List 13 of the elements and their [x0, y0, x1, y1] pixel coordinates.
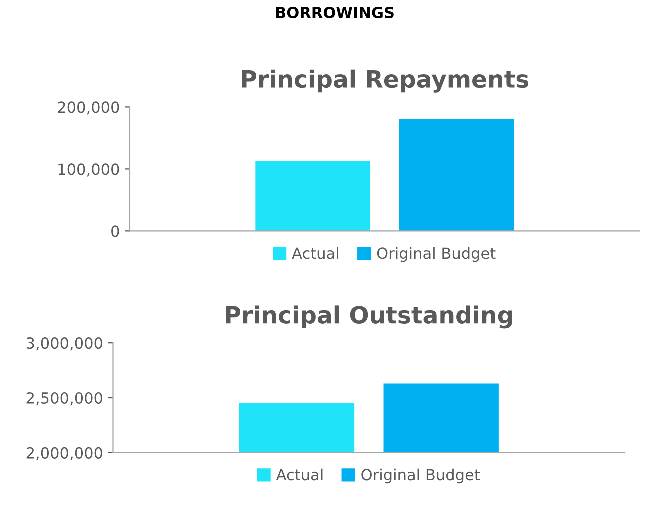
- legend-label: Actual: [276, 468, 323, 481]
- legend-label: Original Budget: [362, 468, 480, 484]
- legend-label: Original Budget: [377, 247, 496, 262]
- chart-title: Principal Outstanding: [226, 306, 512, 329]
- y-tick-label: 0: [112, 226, 120, 238]
- legend-label: Actual: [292, 247, 338, 260]
- chart-title: Principal Repayments: [242, 70, 529, 93]
- text: BORROWINGS: [276, 6, 394, 19]
- y-tick-label: 3,000,000: [26, 338, 102, 351]
- y-tick-label: 2,000,000: [26, 447, 102, 460]
- y-tick-label: 2,500,000: [26, 392, 102, 406]
- y-tick-label: 200,000: [58, 102, 120, 115]
- y-tick-label: 100,000: [58, 164, 120, 177]
